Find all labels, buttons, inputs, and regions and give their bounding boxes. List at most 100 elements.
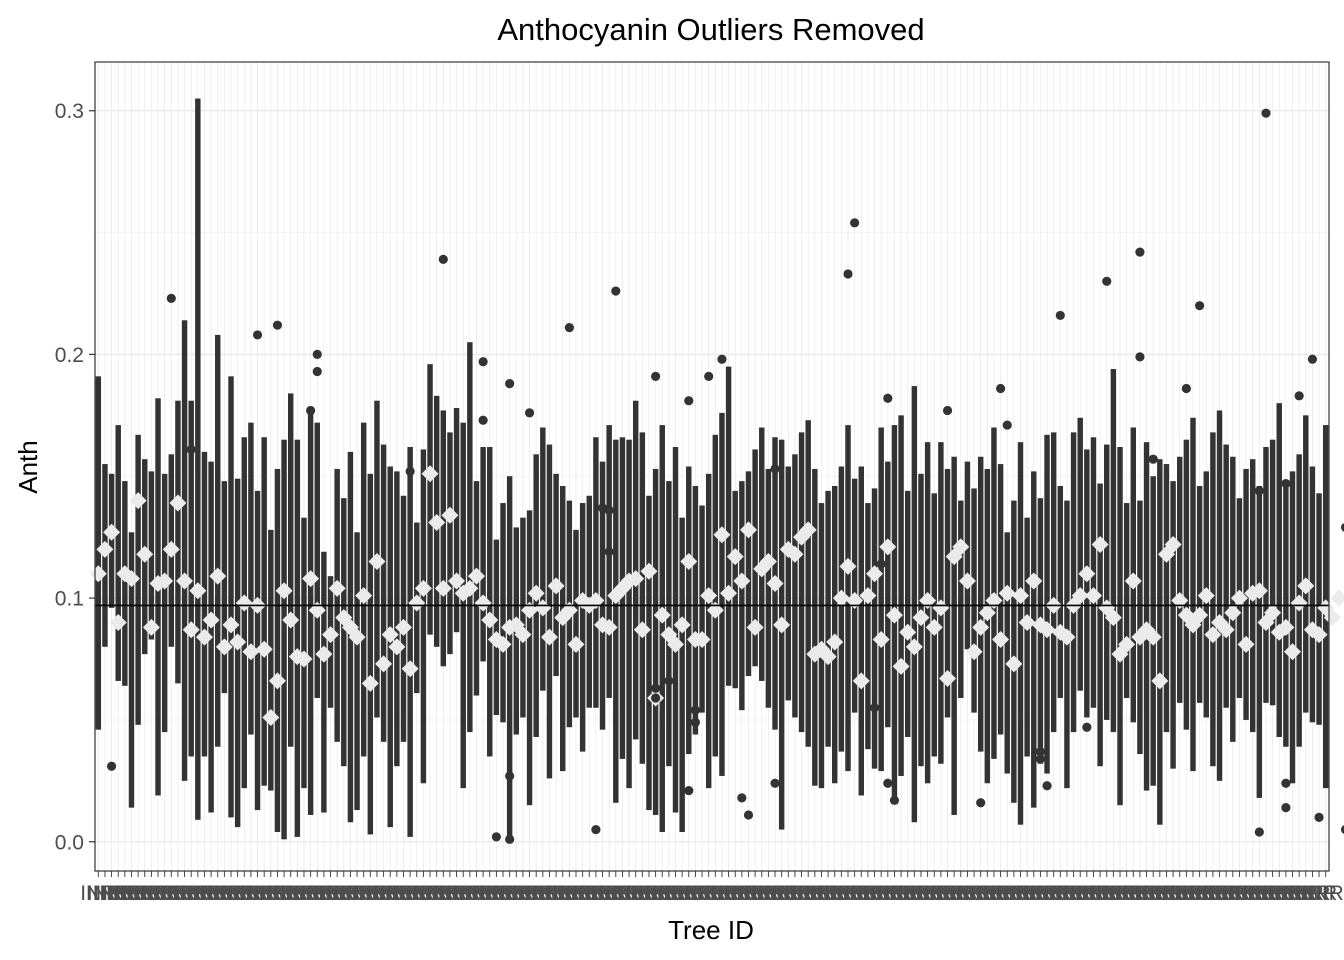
mean-marker-139 [1012,587,1029,605]
box-183 [1309,466,1316,723]
x-tick-label: INR [638,882,674,905]
box-130 [958,500,964,698]
x-tick-label: INR [810,882,846,905]
outlier-point-18 [591,824,601,835]
outlier-point-48 [1035,746,1046,757]
box-170 [1223,444,1229,708]
mean-marker-67 [534,599,552,617]
box-14 [188,400,194,757]
x-tick-label: INR [757,882,793,905]
outlier-point-26 [664,676,674,686]
outlier-point-60 [1254,486,1264,496]
mean-marker-136 [992,631,1010,649]
mean-marker-14 [182,621,200,639]
box-179 [1283,485,1289,747]
box-121 [898,415,904,776]
mean-marker-116 [859,587,877,605]
box-122 [904,490,911,737]
box-163 [1177,456,1183,703]
box-67 [540,427,546,691]
x-tick-label: INR [850,882,886,905]
x-tick-label: INR [1241,882,1277,905]
box-162 [1170,481,1176,769]
mean-marker-40 [355,587,373,605]
mean-marker-2 [103,523,121,541]
mean-marker-102 [766,574,784,592]
box-137 [1004,532,1010,774]
mean-marker-34 [315,645,333,663]
outlier-point-69 [1340,825,1344,834]
x-tick-label: INR [823,882,859,905]
x-tick-label: INR [1029,882,1065,905]
x-tick-label: INR [996,882,1032,905]
mean-marker-138 [1005,655,1023,673]
x-tick-label: INR [1221,882,1257,905]
outlier-point-58 [1195,301,1205,311]
x-tick-label: INR [943,882,979,905]
x-tick-label: INR [611,882,647,905]
outlier-point-17 [564,323,574,333]
outlier-point-57 [1181,383,1191,394]
x-tick-label: INR [538,882,574,905]
mean-marker-45 [388,638,406,656]
outlier-point-11 [478,415,488,425]
x-tick-label: INR [764,882,800,905]
mean-markers [89,465,1344,726]
outlier-point-63 [1281,778,1291,788]
box-106 [798,432,805,733]
x-tick-label: INR [399,882,435,905]
mean-marker-133 [972,618,990,636]
box-54 [453,408,460,633]
x-tick-label: INR [485,882,521,905]
box-103 [778,439,785,830]
mean-marker-130 [952,538,970,556]
box-77 [606,425,612,698]
box-141 [1031,471,1037,808]
mean-marker-98 [739,521,757,539]
mean-marker-66 [527,584,545,602]
mean-marker-13 [176,572,194,590]
box-148 [1077,417,1083,691]
mean-marker-166 [1191,606,1209,624]
x-tick-label: INR [1115,882,1151,905]
mean-marker-56 [461,579,479,597]
mean-marker-12 [169,494,187,512]
x-tick-label: INR [976,882,1012,905]
box-46 [400,495,407,742]
mean-marker-17 [202,611,220,629]
x-tick-label: INR [1122,882,1158,905]
box-9 [155,398,161,796]
x-tick-label: INR [584,882,620,905]
x-tick-label: INR [870,882,906,905]
x-tick-label: INR [644,882,680,905]
box-53 [447,432,453,655]
outlier-point-68 [1340,523,1344,532]
box-125 [924,442,931,784]
x-tick-label: INR [1036,882,1072,905]
mean-marker-150 [1084,587,1102,605]
mean-marker-28 [275,582,293,600]
box-115 [858,466,864,796]
box-82 [639,432,646,764]
outlier-point-5 [306,405,316,416]
x-tick-label: INR [1201,882,1237,905]
box-119 [885,461,891,728]
mean-marker-52 [434,579,452,597]
x-tick-label: INR [220,882,256,905]
box-15 [195,98,201,820]
box-28 [281,439,287,840]
x-tick-label: INR [956,882,992,905]
x-tick-label: INR [1235,882,1271,905]
x-tick-label: INR [213,882,249,905]
mean-marker-91 [693,631,711,649]
x-tick-label: INR [452,882,488,905]
mean-marker-64 [514,626,532,644]
x-tick-label: INR [438,882,474,905]
mean-marker-88 [673,616,691,634]
x-tick-label: INR [916,882,952,905]
mean-marker-110 [819,648,837,666]
x-tick-label: INR [876,882,912,905]
box-13 [181,320,188,781]
box-10 [161,473,168,733]
box-33 [314,422,320,698]
